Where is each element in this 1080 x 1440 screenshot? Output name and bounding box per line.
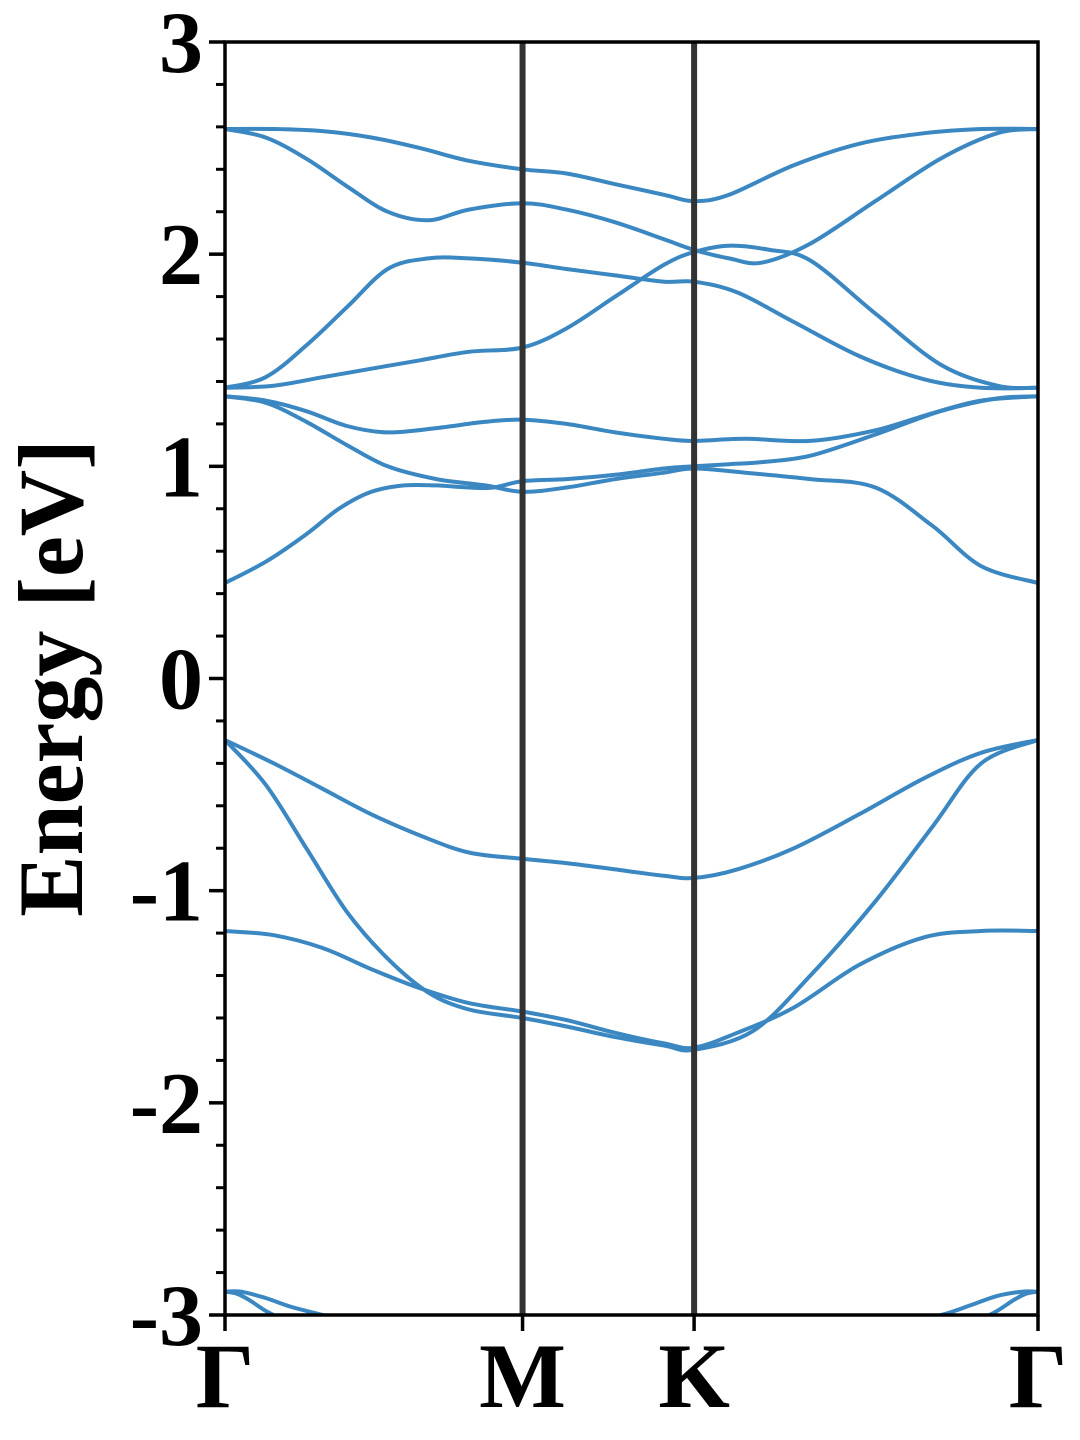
y-tick-label: 2 bbox=[159, 207, 203, 304]
band-line-10 bbox=[225, 126, 1038, 204]
band-line-2 bbox=[225, 738, 1038, 1053]
y-tick-label: 0 bbox=[159, 632, 203, 729]
x-tick-label: Γ bbox=[196, 1325, 255, 1427]
band-line-5 bbox=[225, 394, 1038, 585]
band-lines bbox=[225, 126, 1038, 1315]
band-line-4 bbox=[225, 394, 1038, 585]
high-symmetry-lines bbox=[519, 42, 698, 1315]
y-tick-label: 1 bbox=[159, 419, 203, 516]
y-axis-title: Energy [eV] bbox=[0, 439, 102, 917]
y-tick-label: -2 bbox=[130, 1056, 203, 1153]
y-axis: -3 -2 -1 0 1 2 3 bbox=[130, 0, 225, 1365]
plot-frame bbox=[223, 40, 1040, 1317]
y-tick-label: 3 bbox=[159, 0, 203, 92]
band-line-1 bbox=[225, 738, 1038, 881]
band-line-8 bbox=[225, 255, 1038, 391]
band-line-3 bbox=[225, 928, 1038, 1051]
y-tick-label: -3 bbox=[130, 1268, 203, 1365]
x-tick-label: Γ bbox=[1009, 1325, 1068, 1427]
y-tick-label: -1 bbox=[130, 844, 203, 941]
band-line-6 bbox=[225, 394, 1038, 444]
band-line-7 bbox=[225, 243, 1038, 391]
x-tick-label: K bbox=[658, 1325, 730, 1427]
band-line-9 bbox=[225, 127, 1038, 266]
x-tick-label: M bbox=[479, 1325, 566, 1427]
